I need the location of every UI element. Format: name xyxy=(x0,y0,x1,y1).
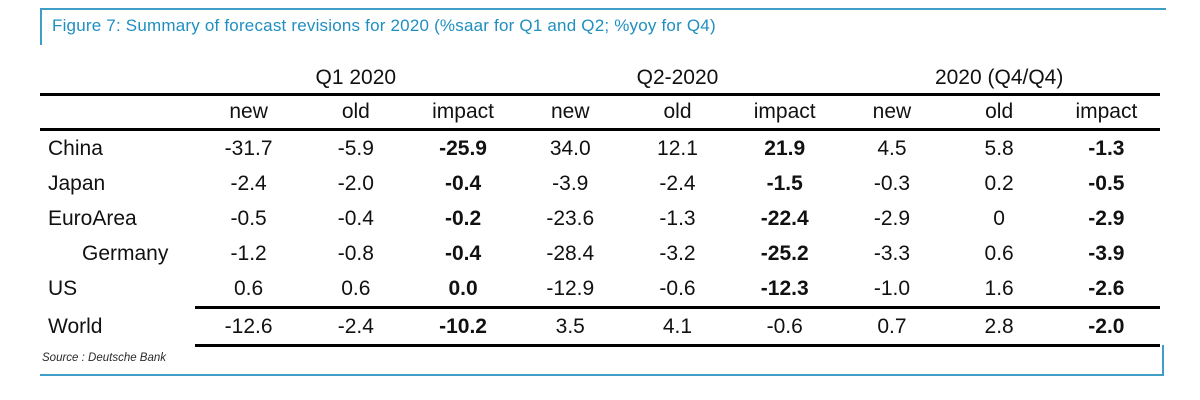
column-header-impact: impact xyxy=(1052,94,1160,131)
value-cell: 4.1 xyxy=(623,307,732,347)
value-cell: 0.7 xyxy=(838,307,946,347)
group-header-q4-q4: 2020 (Q4/Q4) xyxy=(838,54,1160,96)
frame-top-line xyxy=(40,8,1166,10)
value-cell: -1.3 xyxy=(1088,136,1125,160)
row-label: China xyxy=(48,136,103,160)
value-cell: -0.4 xyxy=(444,171,482,195)
group-header-q1-2020: Q1 2020 xyxy=(195,54,517,96)
row-label: World xyxy=(48,314,103,338)
value-cell: -2.0 xyxy=(1052,307,1160,347)
value-cell: -12.9 xyxy=(516,271,624,309)
value-cell: 0.6 xyxy=(984,241,1014,265)
column-header-old: old xyxy=(623,94,732,131)
value-cell: -2.4 xyxy=(659,171,696,195)
value-cell: 34.0 xyxy=(549,136,591,160)
value-cell: -22.4 xyxy=(760,206,809,230)
value-cell: -28.4 xyxy=(546,241,595,265)
row-label: Germany xyxy=(82,241,169,265)
value-cell: 0.2 xyxy=(984,171,1014,195)
value-cell: -0.4 xyxy=(444,241,482,265)
source-note: Source : Deutsche Bank xyxy=(42,352,167,364)
value-cell: -0.5 xyxy=(1088,171,1125,195)
value-cell: 0.0 xyxy=(409,271,517,309)
value-cell: 12.1 xyxy=(657,136,698,160)
value-cell: -10.2 xyxy=(409,307,517,347)
table-row: EuroArea -0.5 -0.4 -0.2 -23.6 -1.3 -22.4 -2.9 0 -… xyxy=(40,201,1160,236)
value-cell: 0 xyxy=(993,206,1005,230)
table-row: Japan -2.4 -2.0 -0.4 -3.9 -2.4 -1.5 -0.3 0.2 -0.5 xyxy=(40,166,1160,201)
frame-left-bracket xyxy=(40,8,42,45)
value-cell: -12.3 xyxy=(731,271,839,309)
value-cell: -0.5 xyxy=(230,206,267,230)
value-cell: -0.2 xyxy=(444,206,482,230)
value-cell: 0.6 xyxy=(195,271,303,309)
value-cell: -1.2 xyxy=(230,241,267,265)
value-cell: 5.8 xyxy=(984,136,1014,160)
value-cell: -0.6 xyxy=(623,271,732,309)
value-cell: -0.8 xyxy=(337,241,374,265)
value-cell: 1.6 xyxy=(945,271,1053,309)
value-cell: -0.4 xyxy=(337,206,374,230)
row-label: US xyxy=(48,277,78,301)
value-cell: -2.4 xyxy=(230,171,267,195)
table-row: World -12.6 -2.4 -10.2 3.5 4.1 -0.6 0.7 2.8 -2.0 xyxy=(40,307,1160,347)
value-cell: -2.6 xyxy=(1052,271,1160,309)
value-cell: -12.6 xyxy=(195,307,303,347)
value-cell: -2.4 xyxy=(302,307,410,347)
table-row: Germany -1.2 -0.8 -0.4 -28.4 -3.2 -25.2 -3.3 0.6… xyxy=(40,236,1160,271)
figure-title: Figure 7: Summary of forecast revisions … xyxy=(52,16,716,35)
value-cell: -2.0 xyxy=(337,171,374,195)
value-cell: -1.5 xyxy=(766,171,803,195)
value-cell: 21.9 xyxy=(764,136,806,160)
value-cell: 2.8 xyxy=(945,307,1053,347)
value-cell: -25.9 xyxy=(439,136,487,160)
value-cell: -0.3 xyxy=(873,171,911,195)
value-cell: -3.9 xyxy=(1088,241,1125,265)
value-cell: -0.6 xyxy=(731,307,839,347)
value-cell: -2.9 xyxy=(1088,206,1125,230)
value-cell: -1.0 xyxy=(838,271,946,309)
table-body: China -31.7 -5.9 -25.9 34.0 12.1 21.9 4.5 5.8 -1.… xyxy=(40,130,1160,347)
group-header-row: Q1 2020 Q2-2020 2020 (Q4/Q4) xyxy=(40,54,1160,96)
column-header-new: new xyxy=(838,94,946,131)
forecast-revisions-table: Q1 2020 Q2-2020 2020 (Q4/Q4) new old impac… xyxy=(40,54,1160,347)
row-label: Japan xyxy=(48,171,106,195)
group-header-q2-2020: Q2-2020 xyxy=(516,54,839,96)
column-header-impact: impact xyxy=(731,94,839,131)
column-header-impact: impact xyxy=(409,94,517,131)
value-cell: -3.3 xyxy=(873,241,911,265)
value-cell: 3.5 xyxy=(516,307,624,347)
frame-right-bracket xyxy=(1162,345,1164,376)
corner-cell xyxy=(40,94,195,131)
column-header-new: new xyxy=(516,94,624,131)
value-cell: -2.9 xyxy=(873,206,911,230)
value-cell: -1.3 xyxy=(659,206,696,230)
value-cell: 4.5 xyxy=(877,136,907,160)
table-row: China -31.7 -5.9 -25.9 34.0 12.1 21.9 4.5 5.8 -1.… xyxy=(40,130,1160,167)
subheader-row: new old impact new old impact new old impact xyxy=(40,94,1160,131)
value-cell: -5.9 xyxy=(337,136,374,160)
value-cell: -23.6 xyxy=(546,206,595,230)
table-row: US 0.6 0.6 0.0 -12.9 -0.6 -12.3 -1.0 1.6 -2.6 xyxy=(40,271,1160,309)
value-cell: 0.6 xyxy=(302,271,410,309)
frame-bottom-line xyxy=(40,374,1164,376)
row-label: EuroArea xyxy=(48,206,137,230)
column-header-old: old xyxy=(945,94,1053,131)
value-cell: -25.2 xyxy=(760,241,809,265)
value-cell: -3.9 xyxy=(552,171,589,195)
value-cell: -3.2 xyxy=(659,241,696,265)
column-header-old: old xyxy=(302,94,410,131)
corner-cell xyxy=(40,54,195,96)
value-cell: -31.7 xyxy=(224,136,273,160)
column-header-new: new xyxy=(195,94,303,131)
